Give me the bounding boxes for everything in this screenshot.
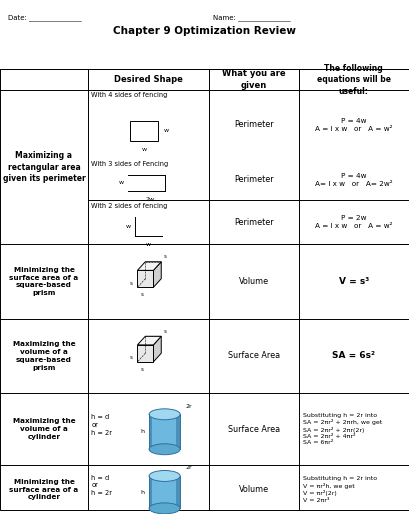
- Text: 2r: 2r: [185, 465, 192, 470]
- Polygon shape: [153, 336, 161, 362]
- Bar: [175, 476, 180, 508]
- Text: What you are
given: What you are given: [222, 69, 285, 90]
- Text: Perimeter: Perimeter: [234, 175, 273, 185]
- Text: Desired Shape: Desired Shape: [114, 75, 183, 84]
- Text: s: s: [141, 292, 144, 298]
- Text: w: w: [126, 224, 131, 229]
- Text: Maximizing a
rectangular area
given its perimeter: Maximizing a rectangular area given its …: [2, 151, 85, 183]
- Bar: [149, 414, 152, 449]
- Text: Perimeter: Perimeter: [234, 218, 273, 227]
- Bar: [149, 414, 180, 449]
- Text: Volume: Volume: [238, 277, 269, 286]
- Text: Perimeter: Perimeter: [234, 120, 273, 129]
- Bar: [0, 69, 409, 510]
- Text: Minimizing the
surface area of a
cylinder: Minimizing the surface area of a cylinde…: [9, 479, 79, 500]
- Text: With 2 sides of fencing: With 2 sides of fencing: [91, 203, 168, 209]
- Text: h: h: [140, 490, 144, 494]
- Text: With 4 sides of fencing: With 4 sides of fencing: [91, 92, 168, 98]
- Text: w: w: [119, 180, 124, 186]
- Text: Minimizing the
surface area of a
square-based
prism: Minimizing the surface area of a square-…: [9, 267, 79, 296]
- Text: w: w: [146, 243, 151, 247]
- Text: s: s: [130, 355, 133, 360]
- Text: s: s: [163, 328, 166, 334]
- Text: h = d
or
h = 2r: h = d or h = 2r: [91, 475, 112, 496]
- Text: Substituting h = 2r into
V = πr²h, we get
V = πr²(2r)
V = 2πr³: Substituting h = 2r into V = πr²h, we ge…: [303, 476, 377, 503]
- Text: The following
equations will be
useful:: The following equations will be useful:: [317, 64, 391, 96]
- Text: Maximizing the
volume of a
cylinder: Maximizing the volume of a cylinder: [13, 418, 75, 440]
- Polygon shape: [137, 336, 161, 345]
- Text: Volume: Volume: [238, 485, 269, 494]
- Text: s: s: [130, 281, 133, 286]
- Text: P = 2w
A = l x w   or   A = w²: P = 2w A = l x w or A = w²: [315, 215, 393, 229]
- Text: Substituting h = 2r into
SA = 2πr² + 2πrh, we get
SA = 2πr² + 2πr(2r)
SA = 2πr² : Substituting h = 2r into SA = 2πr² + 2πr…: [303, 413, 382, 446]
- Ellipse shape: [149, 409, 180, 420]
- Text: 2r: 2r: [185, 403, 192, 409]
- Text: w: w: [164, 128, 169, 133]
- Text: s: s: [141, 367, 144, 372]
- Text: h = d
or
h = 2r: h = d or h = 2r: [91, 414, 112, 436]
- Bar: [137, 345, 153, 362]
- Text: Surface Area: Surface Area: [227, 352, 280, 360]
- Ellipse shape: [149, 444, 180, 455]
- Text: 2w: 2w: [146, 197, 155, 203]
- Text: Surface Area: Surface Area: [227, 425, 280, 434]
- Text: Maximizing the
volume of a
square-based
prism: Maximizing the volume of a square-based …: [13, 341, 75, 371]
- Text: w: w: [142, 147, 147, 152]
- Polygon shape: [137, 262, 161, 270]
- Bar: [149, 476, 152, 508]
- Text: Date: _______________: Date: _______________: [8, 14, 82, 22]
- Text: s: s: [163, 254, 166, 259]
- Text: h: h: [140, 429, 144, 434]
- Text: With 3 sides of Fencing: With 3 sides of Fencing: [91, 161, 169, 168]
- Bar: [175, 414, 180, 449]
- Text: Name: _______________: Name: _______________: [213, 14, 290, 22]
- Bar: [137, 270, 153, 287]
- Text: P = 4w
A= l x w   or   A= 2w²: P = 4w A= l x w or A= 2w²: [315, 173, 393, 187]
- Text: V = s³: V = s³: [339, 277, 369, 286]
- Bar: [149, 476, 180, 508]
- Text: Chapter 9 Optimization Review: Chapter 9 Optimization Review: [113, 26, 296, 36]
- Ellipse shape: [149, 470, 180, 482]
- Polygon shape: [153, 262, 161, 287]
- Text: P = 4w
A = l x w   or   A = w²: P = 4w A = l x w or A = w²: [315, 118, 393, 132]
- Text: SA = 6s²: SA = 6s²: [332, 352, 375, 360]
- Ellipse shape: [149, 503, 180, 514]
- Bar: [130, 121, 159, 141]
